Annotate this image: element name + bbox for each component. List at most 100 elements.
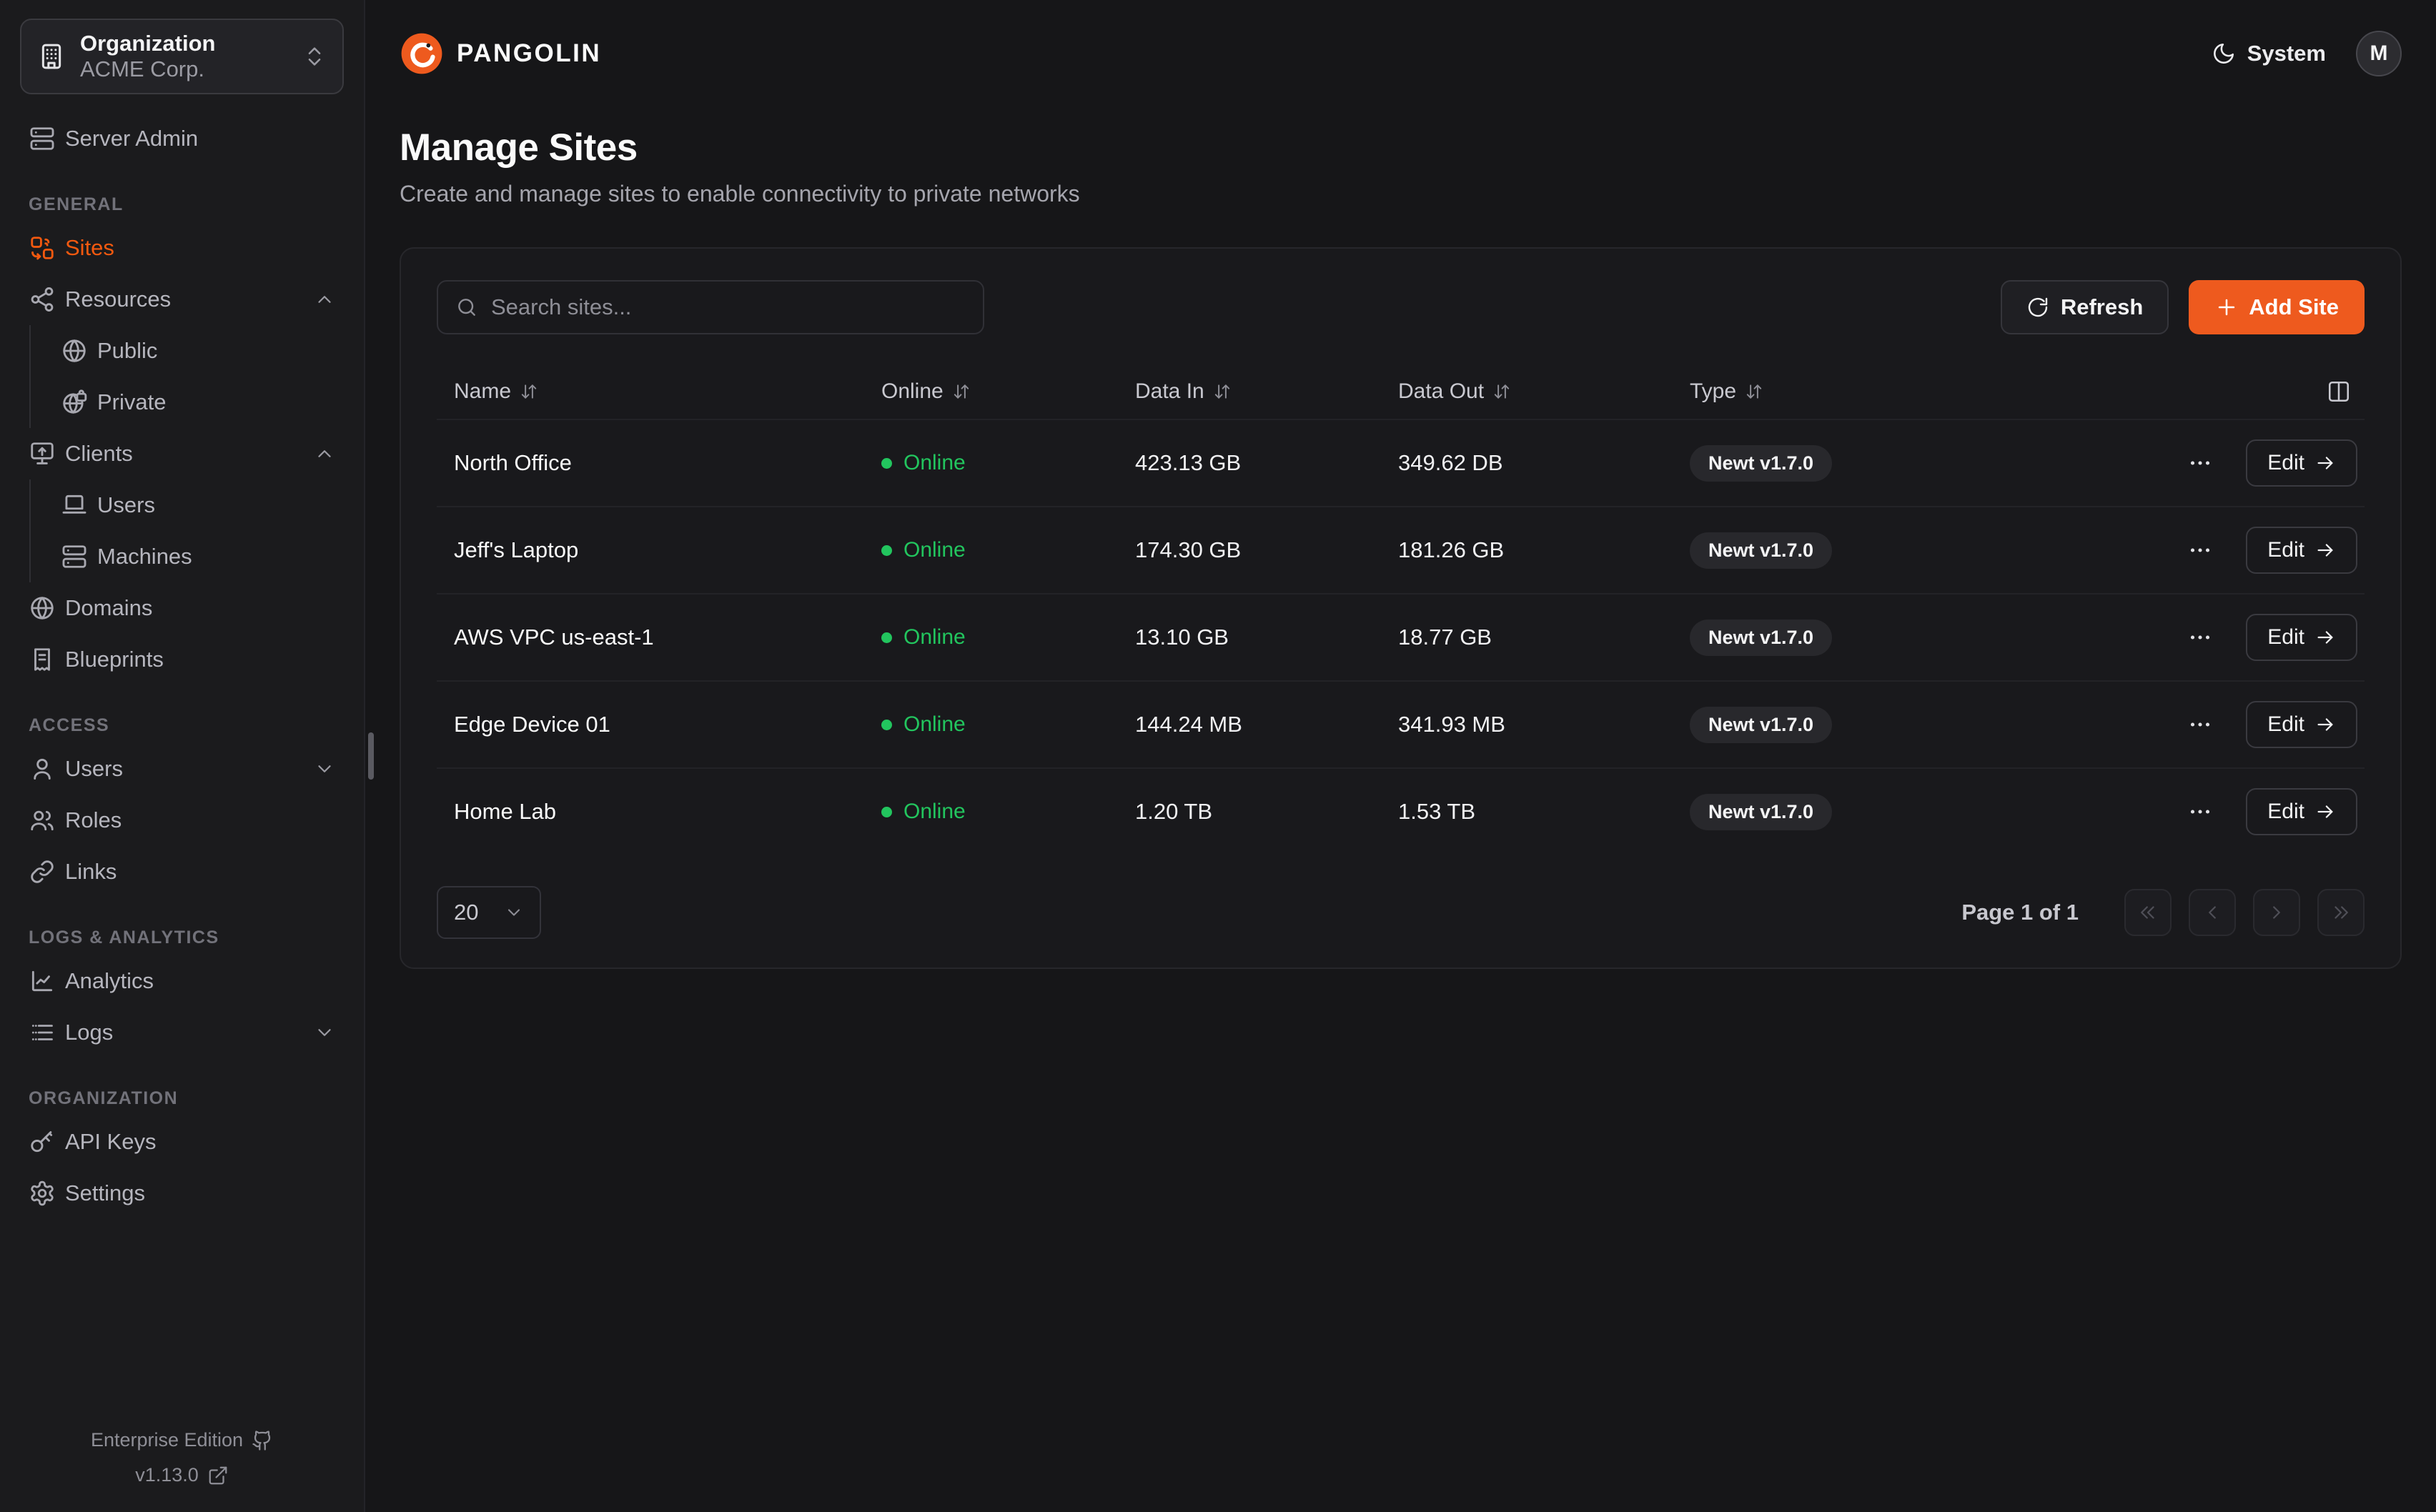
sidebar-item-domains[interactable]: Domains: [17, 582, 347, 634]
chevron-down-icon: [504, 902, 524, 922]
sidebar-item-resources[interactable]: Resources: [17, 274, 347, 325]
table-toolbar: Refresh Add Site: [437, 280, 2365, 334]
column-header-type[interactable]: Type: [1673, 379, 1934, 404]
ellipsis-icon: [2187, 625, 2213, 650]
sidebar-item-sites[interactable]: Sites: [17, 222, 347, 274]
sidebar-item-private[interactable]: Private: [31, 377, 347, 428]
sidebar-item-blueprints[interactable]: Blueprints: [17, 634, 347, 685]
column-header-data-in[interactable]: Data In: [1118, 379, 1381, 404]
edit-label: Edit: [2267, 800, 2304, 823]
page-size-select[interactable]: 20: [437, 886, 541, 939]
sites-table: Name Online Data In Data Out: [437, 364, 2365, 855]
online-dot-icon: [881, 632, 892, 643]
data-in-value: 13.10 GB: [1135, 625, 1229, 650]
receipt-icon: [29, 646, 56, 673]
org-selector-label: Organization: [80, 31, 216, 56]
page-subtitle: Create and manage sites to enable connec…: [400, 181, 1080, 207]
sidebar-item-settings[interactable]: Settings: [17, 1168, 347, 1219]
sidebar-item-label: Domains: [65, 595, 153, 620]
sidebar-item-users[interactable]: Users: [17, 743, 347, 795]
arrow-right-icon: [2314, 801, 2336, 822]
edition-row[interactable]: Enterprise Edition: [0, 1429, 364, 1451]
online-dot-icon: [881, 544, 892, 556]
chevrons-right-icon: [2330, 902, 2352, 923]
add-site-button[interactable]: Add Site: [2189, 280, 2365, 334]
edit-button[interactable]: Edit: [2246, 701, 2357, 748]
sidebar-item-server-admin[interactable]: Server Admin: [17, 113, 347, 164]
row-menu-button[interactable]: [2182, 532, 2219, 569]
sidebar-item-links[interactable]: Links: [17, 846, 347, 897]
data-in-value: 174.30 GB: [1135, 537, 1242, 562]
data-out-value: 341.93 MB: [1398, 712, 1505, 737]
sidebar-item-roles[interactable]: Roles: [17, 795, 347, 846]
edit-button[interactable]: Edit: [2246, 614, 2357, 661]
chevron-up-icon: [314, 289, 335, 310]
data-out-value: 181.26 GB: [1398, 537, 1505, 562]
row-menu-button[interactable]: [2182, 444, 2219, 482]
theme-selector[interactable]: System: [2212, 41, 2326, 66]
chevron-down-icon: [314, 1022, 335, 1043]
table-row: Home Lab Online 1.20 TB 1.53 TB Newt v1.…: [437, 767, 2365, 855]
column-header-label: Data In: [1135, 379, 1204, 403]
site-name: Jeff's Laptop: [454, 537, 579, 562]
table-footer: 20 Page 1 of 1: [437, 886, 2365, 939]
column-header-name[interactable]: Name: [437, 379, 864, 404]
version-row[interactable]: v1.13.0: [0, 1464, 364, 1486]
column-header-data-out[interactable]: Data Out: [1381, 379, 1673, 404]
status-badge: Online: [881, 625, 1118, 650]
sidebar-resize-handle[interactable]: [368, 732, 374, 780]
search-input[interactable]: [491, 294, 966, 320]
chevrons-up-down-icon: [302, 44, 327, 69]
sidebar-item-label: Private: [97, 389, 167, 414]
ellipsis-icon: [2187, 799, 2213, 825]
sidebar-item-label: API Keys: [65, 1129, 157, 1154]
last-page-button[interactable]: [2317, 889, 2365, 936]
sidebar-item-client-users[interactable]: Users: [31, 479, 347, 531]
laptop-icon: [61, 492, 88, 519]
sidebar-item-public[interactable]: Public: [31, 325, 347, 377]
user-icon: [29, 755, 56, 782]
first-page-button[interactable]: [2124, 889, 2172, 936]
ellipsis-icon: [2187, 712, 2213, 737]
edit-button[interactable]: Edit: [2246, 439, 2357, 487]
edit-button[interactable]: Edit: [2246, 788, 2357, 835]
org-selector[interactable]: Organization ACME Corp.: [20, 19, 344, 94]
section-label-general: GENERAL: [29, 194, 124, 214]
chevrons-left-icon: [2137, 902, 2159, 923]
ellipsis-icon: [2187, 537, 2213, 563]
data-in-value: 144.24 MB: [1135, 712, 1242, 737]
previous-page-button[interactable]: [2189, 889, 2236, 936]
edit-button[interactable]: Edit: [2246, 527, 2357, 574]
data-out-value: 349.62 DB: [1398, 450, 1503, 475]
type-badge: Newt v1.7.0: [1690, 619, 1833, 656]
status-badge: Online: [881, 800, 1118, 824]
sidebar-item-analytics[interactable]: Analytics: [17, 955, 347, 1007]
table-header-row: Name Online Data In Data Out: [437, 364, 2365, 419]
main-area: PANGOLIN System M Manage Sites Create an…: [365, 0, 2436, 1512]
monitor-up-icon: [29, 440, 56, 467]
sidebar-item-api-keys[interactable]: API Keys: [17, 1116, 347, 1168]
column-header-label: Data Out: [1398, 379, 1485, 403]
column-header-online[interactable]: Online: [864, 379, 1118, 404]
toggle-columns-button[interactable]: [2320, 373, 2357, 410]
brand-name: PANGOLIN: [457, 39, 602, 67]
arrow-right-icon: [2314, 627, 2336, 648]
users-icon: [29, 807, 56, 834]
sidebar-item-logs[interactable]: Logs: [17, 1007, 347, 1058]
row-menu-button[interactable]: [2182, 706, 2219, 743]
row-menu-button[interactable]: [2182, 793, 2219, 830]
refresh-button[interactable]: Refresh: [2000, 280, 2169, 334]
sidebar-item-label: Analytics: [65, 968, 154, 993]
row-menu-button[interactable]: [2182, 619, 2219, 656]
sidebar-item-label: Settings: [65, 1180, 146, 1205]
server-icon: [29, 125, 56, 152]
sidebar-item-clients[interactable]: Clients: [17, 428, 347, 479]
sidebar-item-machines[interactable]: Machines: [31, 531, 347, 582]
sidebar: Organization ACME Corp. Server Admin GEN…: [0, 0, 374, 1512]
sort-icon: [1213, 382, 1232, 401]
user-avatar[interactable]: M: [2356, 31, 2402, 76]
next-page-button[interactable]: [2253, 889, 2300, 936]
status-badge: Online: [881, 538, 1118, 562]
refresh-icon: [2026, 296, 2049, 319]
sidebar-item-label: Resources: [65, 287, 172, 312]
